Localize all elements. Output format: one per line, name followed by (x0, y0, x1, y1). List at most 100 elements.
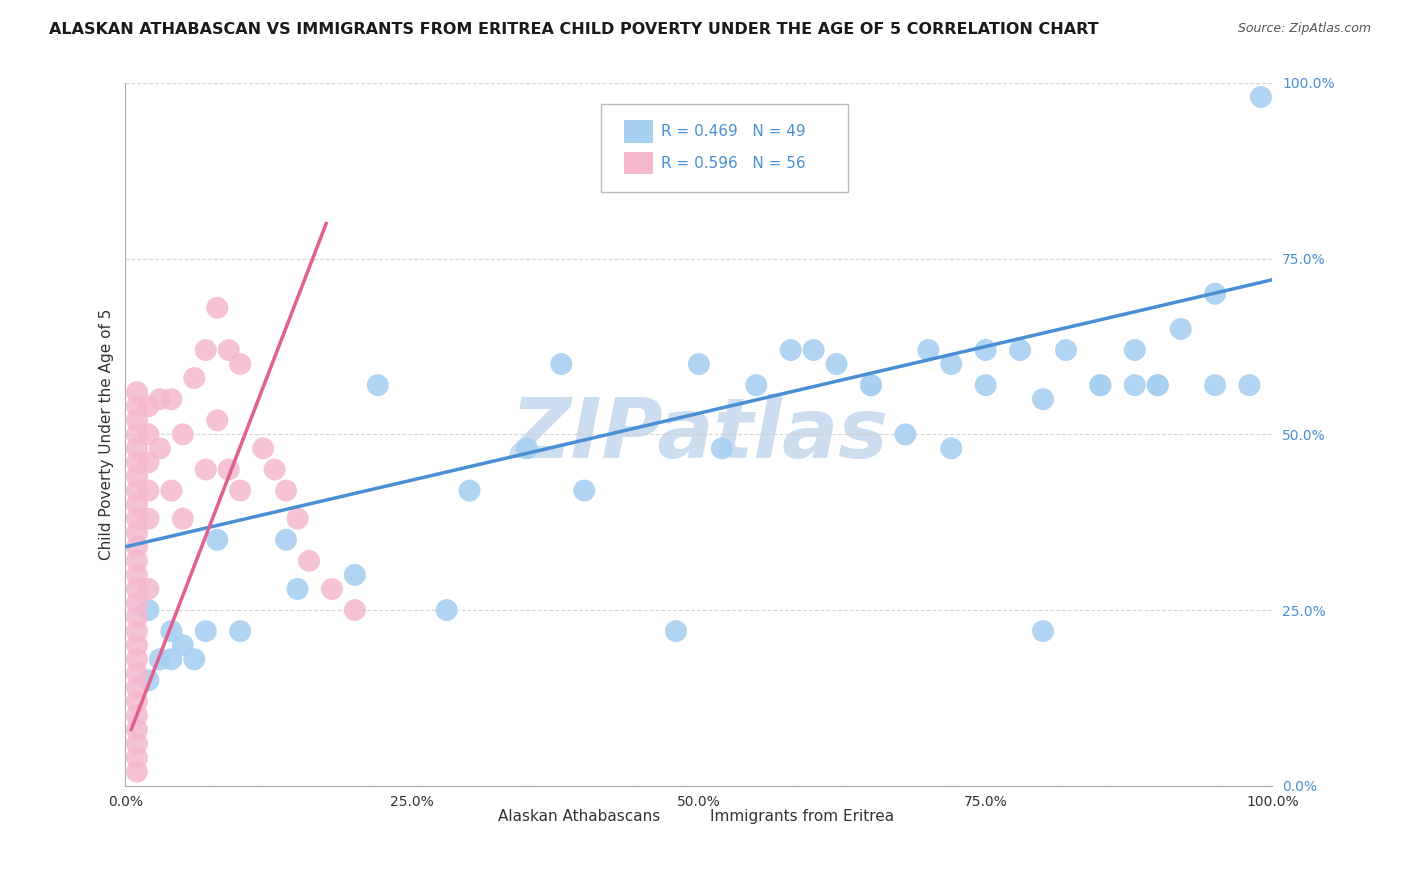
Point (194, 343, 217, 357)
Point (274, 483, 297, 498)
Point (138, 511, 160, 525)
Point (125, 666, 148, 681)
Point (125, 385, 148, 400)
Point (745, 378, 768, 392)
Text: Immigrants from Eritrea: Immigrants from Eritrea (710, 809, 894, 824)
Point (1123, 343, 1146, 357)
Point (218, 343, 240, 357)
Point (138, 582, 160, 596)
Point (172, 427, 194, 442)
FancyBboxPatch shape (624, 152, 652, 174)
Point (274, 533, 297, 547)
Point (125, 511, 148, 525)
Point (688, 357, 710, 371)
Point (138, 603, 160, 617)
Point (183, 652, 205, 666)
Point (710, 442, 733, 456)
Point (458, 483, 481, 498)
Point (125, 427, 148, 442)
FancyBboxPatch shape (602, 104, 848, 192)
Point (287, 511, 309, 525)
Text: R = 0.596   N = 56: R = 0.596 N = 56 (661, 155, 806, 170)
Point (665, 624, 688, 639)
Point (218, 462, 240, 476)
Point (125, 469, 148, 483)
Point (125, 624, 148, 639)
Point (1170, 322, 1192, 336)
Point (1090, 378, 1112, 392)
Point (343, 603, 366, 617)
Point (138, 455, 160, 469)
Point (125, 413, 148, 427)
Point (138, 399, 160, 413)
Text: Source: ZipAtlas.com: Source: ZipAtlas.com (1237, 22, 1371, 36)
FancyBboxPatch shape (624, 120, 652, 143)
Point (894, 427, 917, 442)
Point (1090, 378, 1112, 392)
Point (1010, 343, 1032, 357)
FancyBboxPatch shape (458, 809, 491, 824)
Point (125, 681, 148, 695)
Point (550, 357, 572, 371)
Point (160, 624, 183, 639)
Point (287, 582, 309, 596)
Point (343, 568, 366, 582)
Point (298, 554, 321, 568)
Point (125, 455, 148, 469)
FancyBboxPatch shape (671, 809, 703, 824)
Point (149, 392, 172, 407)
Point (149, 652, 172, 666)
Point (974, 343, 997, 357)
Point (125, 554, 148, 568)
Point (941, 357, 963, 371)
Point (1204, 286, 1226, 301)
Point (825, 357, 848, 371)
Point (1123, 378, 1146, 392)
Point (194, 462, 217, 476)
Point (125, 540, 148, 554)
Point (803, 343, 825, 357)
Point (172, 511, 194, 525)
Point (252, 442, 274, 456)
Point (779, 343, 801, 357)
Point (160, 652, 183, 666)
Point (125, 764, 148, 779)
Text: Alaskan Athabascans: Alaskan Athabascans (498, 809, 661, 824)
Point (160, 483, 183, 498)
Point (263, 462, 285, 476)
Point (205, 301, 228, 315)
Point (125, 708, 148, 723)
Point (125, 737, 148, 751)
Point (125, 582, 148, 596)
Point (149, 442, 172, 456)
Point (125, 596, 148, 610)
Point (516, 442, 538, 456)
Point (205, 533, 228, 547)
Point (125, 694, 148, 708)
Point (125, 638, 148, 652)
Point (125, 610, 148, 624)
Point (138, 427, 160, 442)
Point (1239, 378, 1261, 392)
Point (125, 568, 148, 582)
Point (125, 483, 148, 498)
Text: R = 0.469   N = 49: R = 0.469 N = 49 (661, 124, 806, 139)
Point (941, 442, 963, 456)
Point (160, 392, 183, 407)
Point (125, 498, 148, 512)
Point (172, 638, 194, 652)
Point (125, 723, 148, 737)
Point (1146, 378, 1168, 392)
Point (229, 483, 252, 498)
Point (1054, 343, 1077, 357)
Point (436, 603, 458, 617)
Point (1250, 90, 1272, 104)
Point (1032, 392, 1054, 407)
Text: ALASKAN ATHABASCAN VS IMMIGRANTS FROM ERITREA CHILD POVERTY UNDER THE AGE OF 5 C: ALASKAN ATHABASCAN VS IMMIGRANTS FROM ER… (49, 22, 1099, 37)
Y-axis label: Child Poverty Under the Age of 5: Child Poverty Under the Age of 5 (100, 309, 114, 560)
Point (183, 371, 205, 385)
Point (205, 413, 228, 427)
Point (367, 378, 389, 392)
Point (194, 624, 217, 639)
Point (574, 483, 596, 498)
